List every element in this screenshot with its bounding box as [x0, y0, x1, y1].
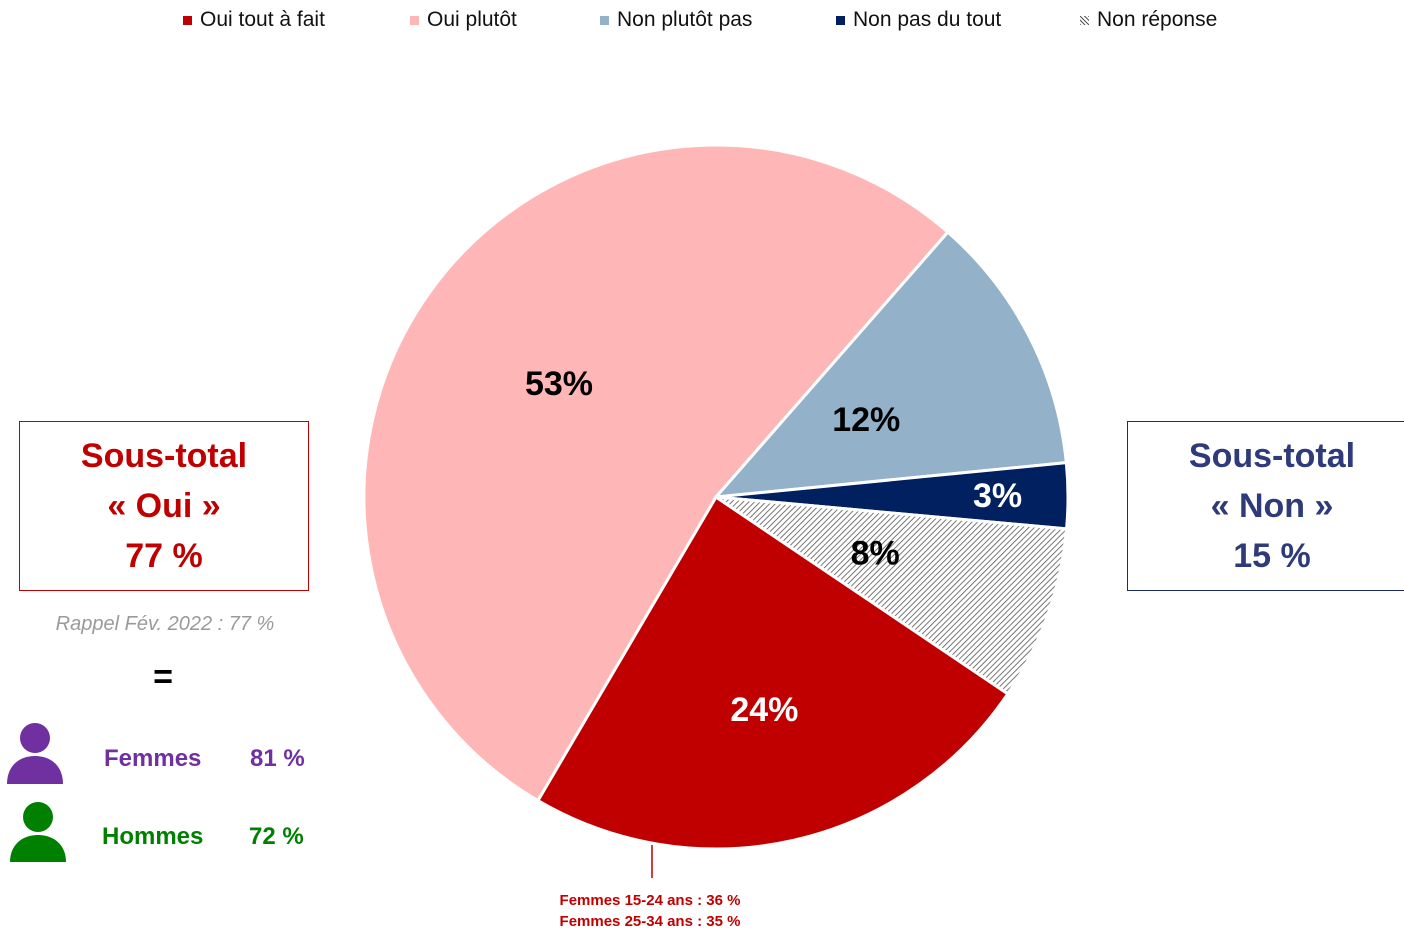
pie-slice — [715, 495, 1069, 696]
slice-data-label: 53% — [525, 365, 593, 403]
chart-legend: Oui tout à fait Oui plutôt Non plutôt pas N… — [0, 8, 1404, 42]
legend-swatch — [410, 15, 419, 25]
legend-swatch — [836, 15, 845, 25]
subtotal-non-value: 15 % — [1233, 537, 1311, 575]
legend-label: Non pas du tout — [853, 8, 1002, 31]
legend-swatch — [600, 15, 609, 25]
legend-item: Oui plutôt — [410, 8, 517, 32]
subtotal-non-box: Sous-total « Non » 15 % — [1127, 421, 1404, 591]
slice-data-label: 3% — [973, 477, 1022, 515]
legend-item: Non réponse — [1080, 8, 1217, 32]
slice-data-label: 8% — [851, 535, 900, 573]
subtotal-oui-box: Sous-total « Oui » 77 % — [19, 421, 309, 591]
pie-slice — [362, 143, 950, 803]
hommes-value: 72 % — [249, 823, 304, 850]
subtotal-oui-value: 77 % — [125, 537, 203, 575]
female-person-icon — [7, 723, 63, 784]
pie-slice — [535, 494, 1010, 851]
legend-label: Oui plutôt — [427, 8, 517, 31]
rappel-note: Rappel Fév. 2022 : 77 % — [55, 613, 275, 635]
annotation-line-1: Femmes 15-24 ans : 36 % — [559, 892, 741, 909]
femmes-value: 81 % — [250, 745, 305, 772]
equals-sign: = — [153, 658, 173, 696]
legend-item: Non plutôt pas — [600, 8, 752, 32]
legend-item: Oui tout à fait — [183, 8, 325, 32]
hommes-label: Hommes — [102, 823, 204, 850]
subtotal-non-label: « Non » — [1210, 487, 1334, 525]
femmes-label: Femmes — [104, 745, 202, 772]
pie-slice — [712, 230, 1068, 499]
slice-data-label: 24% — [730, 691, 798, 729]
legend-item: Non pas du tout — [836, 8, 1001, 32]
femmes-age-annotation: Femmes 15-24 ans : 36 % Femmes 25-34 ans… — [500, 890, 800, 932]
slice-data-label: 12% — [832, 401, 900, 439]
subtotal-oui-label: « Oui » — [107, 487, 221, 525]
legend-label: Oui tout à fait — [200, 8, 325, 31]
male-person-icon — [10, 802, 66, 862]
subtotal-oui-title: Sous-total — [80, 437, 248, 475]
legend-swatch — [1080, 15, 1089, 25]
legend-swatch — [183, 15, 192, 25]
subtotal-non-title: Sous-total — [1188, 437, 1356, 475]
annotation-line-2: Femmes 25-34 ans : 35 % — [559, 913, 741, 930]
legend-label: Non réponse — [1097, 8, 1218, 31]
legend-label: Non plutôt pas — [617, 8, 753, 31]
